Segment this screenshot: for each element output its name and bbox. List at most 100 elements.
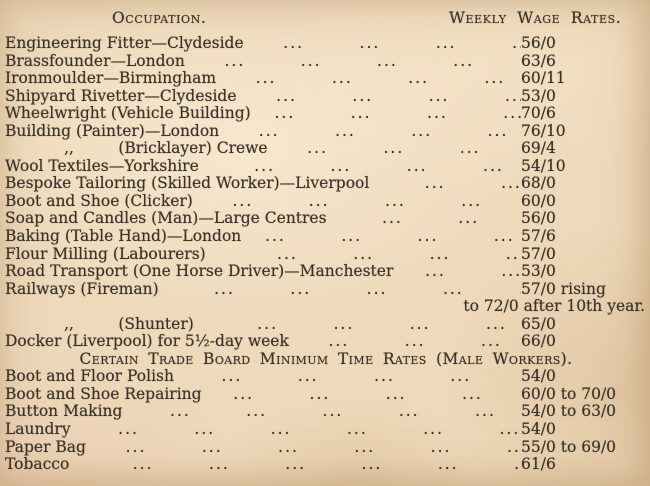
dot-leader: ... ... ... ... ... ... [224,52,475,70]
dot-leader: ... ... ... [382,210,480,228]
dot-leader: ... ... [393,263,521,281]
dot-leader: ... ... ... ... ... ... [232,192,483,210]
occupation-cell: Button Making [5,402,123,421]
wage-value-cell: to 72/0 after 10th year. [463,297,645,316]
occupation-cell: Baking (Table Hand)—London [5,227,242,246]
occupation-cell: Docker (Liverpool) for 5½-day week [5,332,289,351]
table-row: Boot and Shoe (Clicker) ... ... ... ... … [5,191,647,211]
occupation-cell: Building (Painter)—London [5,121,220,140]
occupation-cell: Road Transport (One Horse Driver)—Manche… [5,262,394,281]
wage-value-cell: 69/4 [521,139,556,158]
dot-leader: ... ... ... .. [328,333,502,351]
dot-leader: ... ... ... ... ... [307,140,481,158]
table-row: Railways (Fireman) ... ... ... ... ... .… [5,279,647,299]
table-row: Tobacco ... ... ... ... ... ... ... ... … [5,456,647,474]
dot-leader: ... ... ... ... ... [265,228,515,246]
dot-leader: ... ... ... ... ... ... ... ... [118,421,521,439]
table-row: Bespoke Tailoring (Skilled Worker)—Liver… [5,175,647,193]
occupation-cell: Ironmoulder—Birmingham [5,69,217,88]
wage-value-cell: 56/0 [521,34,556,52]
wage-value-cell: 54/0 [521,367,556,386]
occupation-cell: Boot and Shoe (Clicker) [5,191,193,210]
occupation-cell: Engineering Fitter—Clydeside [5,34,244,52]
wage-value-cell: 60/0 to 70/0 [521,384,617,403]
occupation-cell: Railways (Fireman) [5,279,159,298]
dot-leader: ... ... ... ... ... ... ... [170,403,496,421]
wage-value-cell: 54/0 [521,420,556,439]
wage-value-cell: 60/0 [521,191,556,210]
wage-value-cell: 57/6 [521,227,556,246]
dot-leader: ... ... ... ... ... [258,122,509,140]
wage-value-cell: 55/0 to 69/0 [521,437,617,456]
dot-leader: ... ... ... ... ... ... [257,315,507,333]
occupation-cell: Certain Trade Board Minimum Time Rates (… [79,349,573,368]
dot-leader: ... ... ... ... ... [254,157,504,175]
occupation-cell: Boot and Shoe Repairing [5,384,202,403]
wage-value-cell: 57/0 rising [521,279,606,298]
table-row: Certain Trade Board Minimum Time Rates (… [5,349,647,369]
dot-leader: ... ... ... ... ... [274,105,521,123]
table-row: Paper Bag ... ... ... ... ... ... ... ..… [5,437,647,457]
dot-leader: ... ... ... ... ... [277,245,521,263]
table-row: Wool Textiles—Yorkshire ... ... ... ... … [5,156,647,176]
table-row: Baking (Table Hand)—London ... ... ... .… [5,227,647,246]
occupation-cell: Shipyard Rivetter—Clydeside [5,86,237,105]
occupation-cell: Bespoke Tailoring (Skilled Worker)—Liver… [5,174,370,193]
table-row: ,, (Bricklayer) Crewe ... ... ... ... ..… [5,140,647,158]
wage-value-cell: 66/0 [521,332,556,351]
column-header-weekly-wage-rates: Weekly Wage Rates. [449,9,622,27]
table-row: to 72/0 after 10th year. [5,298,647,316]
wage-value-cell: 54/10 [521,156,566,175]
occupation-cell: Laundry [5,420,71,439]
table-row: Building (Painter)—London ... ... ... ..… [5,121,647,141]
occupation-cell: ,, (Shunter) [5,314,194,333]
table-row: Wheelwright (Vehicle Building) ... ... .… [5,105,647,123]
dot-leader: ... ... ... ... .. [255,70,506,88]
table-row: Boot and Shoe Repairing ... ... ... ... … [5,384,647,404]
occupation-cell: Paper Bag [5,437,86,456]
wage-value-cell: 63/6 [521,51,556,70]
table-row: Boot and Floor Polish ... ... ... ... ..… [5,368,647,386]
table-row: Button Making ... ... ... ... ... ... ..… [5,403,647,421]
dot-leader: ... ... ... ... ... ... [221,368,472,386]
table-row: Shipyard Rivetter—Clydeside ... ... ... … [5,86,647,106]
occupation-cell: Brassfounder—London [5,51,185,70]
wage-value-cell: 68/0 [521,174,556,193]
table-row: Road Transport (One Horse Driver)—Manche… [5,263,647,281]
table-row: Flour Milling (Labourers) ... ... ... ..… [5,244,647,264]
table-row: ,, (Shunter) ... ... ... ... ... ... 65/… [5,314,647,334]
table-row: Laundry ... ... ... ... ... ... ... ... … [5,420,647,439]
wage-value-cell: 61/6 [521,455,556,474]
wage-value-cell: 65/0 [521,314,556,333]
wage-value-cell: 57/0 [521,244,556,263]
wage-value-cell: 60/11 [521,69,566,88]
wage-value-cell: 53/0 [521,262,556,281]
occupation-cell: Wool Textiles—Yorkshire [5,156,199,175]
table-row: Soap and Candles (Man)—Large Centres ...… [5,210,647,228]
table-row: Ironmoulder—Birmingham ... ... ... ... .… [5,70,647,88]
dot-leader: ... ... ... ... ... ... [214,280,521,298]
occupation-cell: ,, (Bricklayer) Crewe [5,139,268,158]
wage-table: Engineering Fitter—Clydeside ... ... ...… [5,34,647,474]
column-header-occupation: Occupation. [112,9,207,27]
wage-value-cell: 56/0 [521,209,556,228]
dot-leader: ... ... ... ... ... [283,35,521,52]
wage-value-cell: 70/6 [521,104,556,123]
dot-leader: ... ... [369,175,521,193]
occupation-cell: Soap and Candles (Man)—Large Centres [5,209,327,228]
occupation-cell: Boot and Floor Polish [5,367,174,386]
occupation-cell: Wheelwright (Vehicle Building) [5,104,251,123]
table-row: Engineering Fitter—Clydeside ... ... ...… [5,34,647,53]
table-row: Brassfounder—London ... ... ... ... ... … [5,51,647,71]
wage-value-cell: 53/0 [521,86,556,105]
wage-value-cell: 54/0 to 63/0 [521,402,617,421]
dot-leader: ... ... ... ... ... ... ... ... [132,456,521,474]
dot-leader: ... ... ... ... ... ... ... ... [125,438,521,456]
dot-leader: ... ... ... ... ... [276,87,521,105]
occupation-cell: Flour Milling (Labourers) [5,244,206,263]
table-row: Docker (Liverpool) for 5½-day week ... .… [5,333,647,351]
wage-value-cell: 76/10 [521,121,566,140]
dot-leader: ... ... ... ... ... ... [233,385,483,403]
occupation-cell: Tobacco [5,455,70,474]
